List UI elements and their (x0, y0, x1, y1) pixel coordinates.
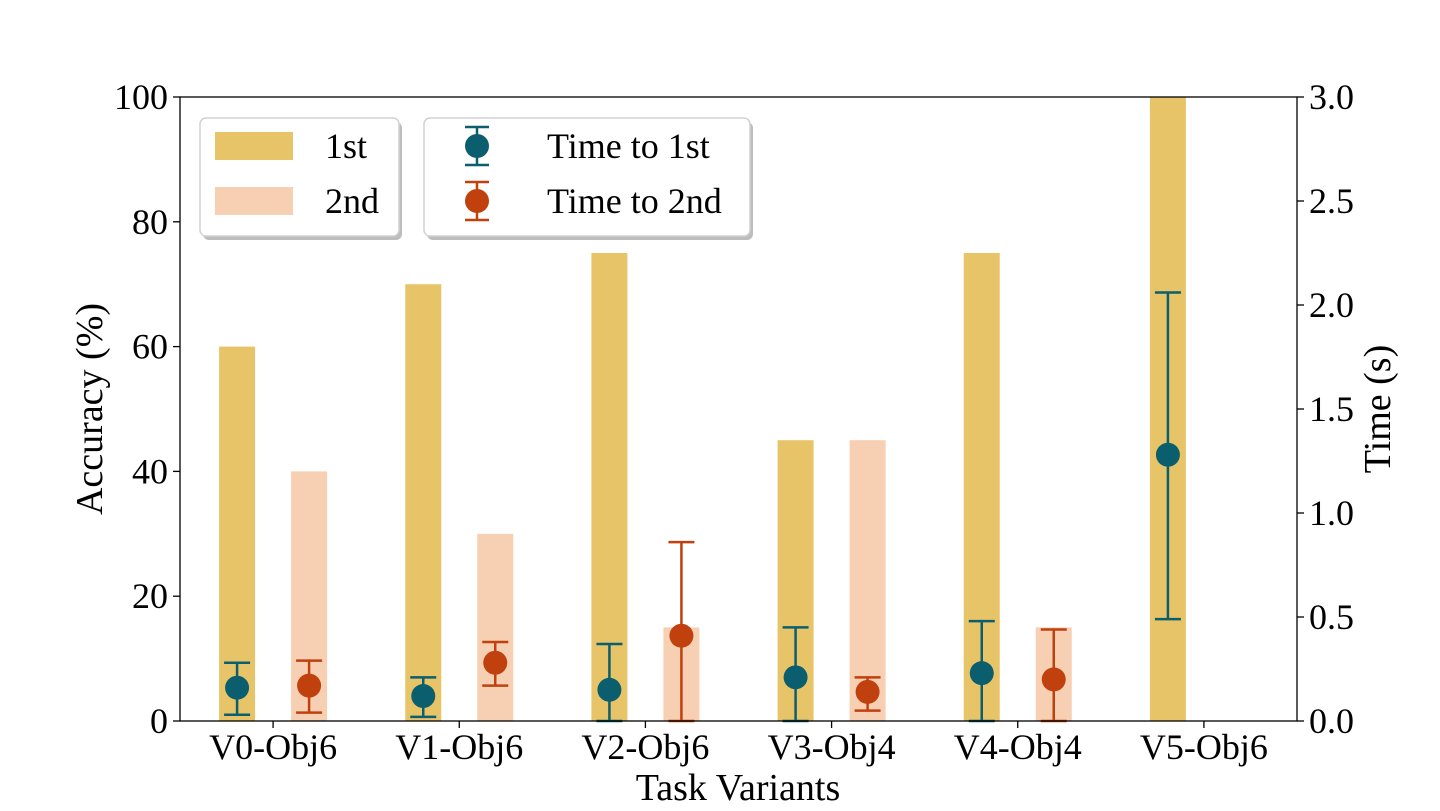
bar-1st-v0-obj6 (219, 346, 256, 721)
x-tick-label: V2-Obj6 (581, 727, 709, 767)
point-time-to-1st-v3-obj4 (783, 665, 808, 690)
y2-tick-label: 2.5 (1309, 181, 1354, 221)
bar-1st-v1-obj6 (405, 284, 442, 721)
point-time-to-2nd-v3-obj4 (855, 679, 880, 704)
errorbar-time-to-2nd-v1-obj6 (482, 640, 509, 687)
x-axis-title: Task Variants (636, 767, 841, 809)
y2-tick-label: 0.0 (1309, 701, 1354, 741)
point-time-to-1st-v2-obj6 (597, 677, 622, 702)
errorbar-time-to-1st-v0-obj6 (224, 661, 251, 717)
point-time-to-2nd-v4-obj4 (1041, 667, 1066, 692)
y2-tick-label: 3.0 (1309, 77, 1354, 117)
x-tick-label: V4-Obj4 (954, 727, 1082, 767)
point-time-to-2nd-v0-obj6 (297, 673, 322, 698)
x-tick-label: V1-Obj6 (395, 727, 523, 767)
legend-bars: 1st 2nd (199, 117, 402, 240)
x-tick-label: V5-Obj6 (1140, 727, 1268, 767)
bar-2nd-v1-obj6 (477, 533, 514, 721)
x-tick-label: V3-Obj4 (768, 727, 896, 767)
point-time-to-2nd-v1-obj6 (483, 650, 508, 675)
errorbar-time-to-2nd-v2-obj6 (668, 540, 695, 723)
errorbar-time-to-2nd-v0-obj6 (296, 659, 323, 714)
y-tick-label: 100 (114, 77, 168, 117)
y2-tick-label: 1.0 (1309, 493, 1354, 533)
errorbar-time-to-2nd-v3-obj4 (854, 676, 881, 712)
legend-label-time-to-2nd: Time to 2nd (547, 181, 722, 221)
ticks-layer: V0-Obj6 V1-Obj6 V2-Obj6 V3-Obj4 V4-Obj4 V5-Ob… (114, 77, 1354, 767)
y2-tick-label: 2.0 (1309, 285, 1354, 325)
errorbars-layer (224, 291, 1181, 723)
legend-marker-time-to-2nd (465, 180, 489, 222)
y-axis-title: Accuracy (%) (69, 303, 111, 515)
legend-marker-time-to-1st (465, 125, 489, 167)
point-time-to-1st-v4-obj4 (969, 661, 994, 686)
point-time-to-1st-v1-obj6 (411, 684, 436, 709)
legend-label-time-to-1st: Time to 1st (547, 126, 710, 166)
y2-axis-title: Time (s) (1357, 345, 1399, 473)
legend-markers-frame (423, 117, 751, 237)
y-tick-label: 80 (132, 202, 168, 242)
y-tick-label: 40 (132, 451, 168, 491)
point-time-to-1st-v5-obj6 (1155, 442, 1180, 467)
y2-tick-label: 0.5 (1309, 597, 1354, 637)
x-tick-label: V0-Obj6 (209, 727, 337, 767)
legend-swatch-2nd (215, 187, 293, 215)
point-time-to-1st-v0-obj6 (225, 675, 250, 700)
y-tick-label: 0 (150, 701, 168, 741)
errorbar-time-to-1st-v5-obj6 (1154, 291, 1181, 621)
legend-label-2nd: 2nd (325, 181, 379, 221)
y-tick-label: 20 (132, 576, 168, 616)
y-tick-label: 60 (132, 327, 168, 367)
bar-2nd-v3-obj4 (849, 440, 886, 721)
errorbar-time-to-1st-v1-obj6 (410, 676, 437, 719)
y2-tick-label: 1.5 (1309, 389, 1354, 429)
point-time-to-2nd-v2-obj6 (669, 623, 694, 648)
legend-markers: Time to 1st Time to 2nd (423, 117, 753, 240)
legend-swatch-1st (215, 132, 293, 160)
legend-label-1st: 1st (325, 126, 367, 166)
